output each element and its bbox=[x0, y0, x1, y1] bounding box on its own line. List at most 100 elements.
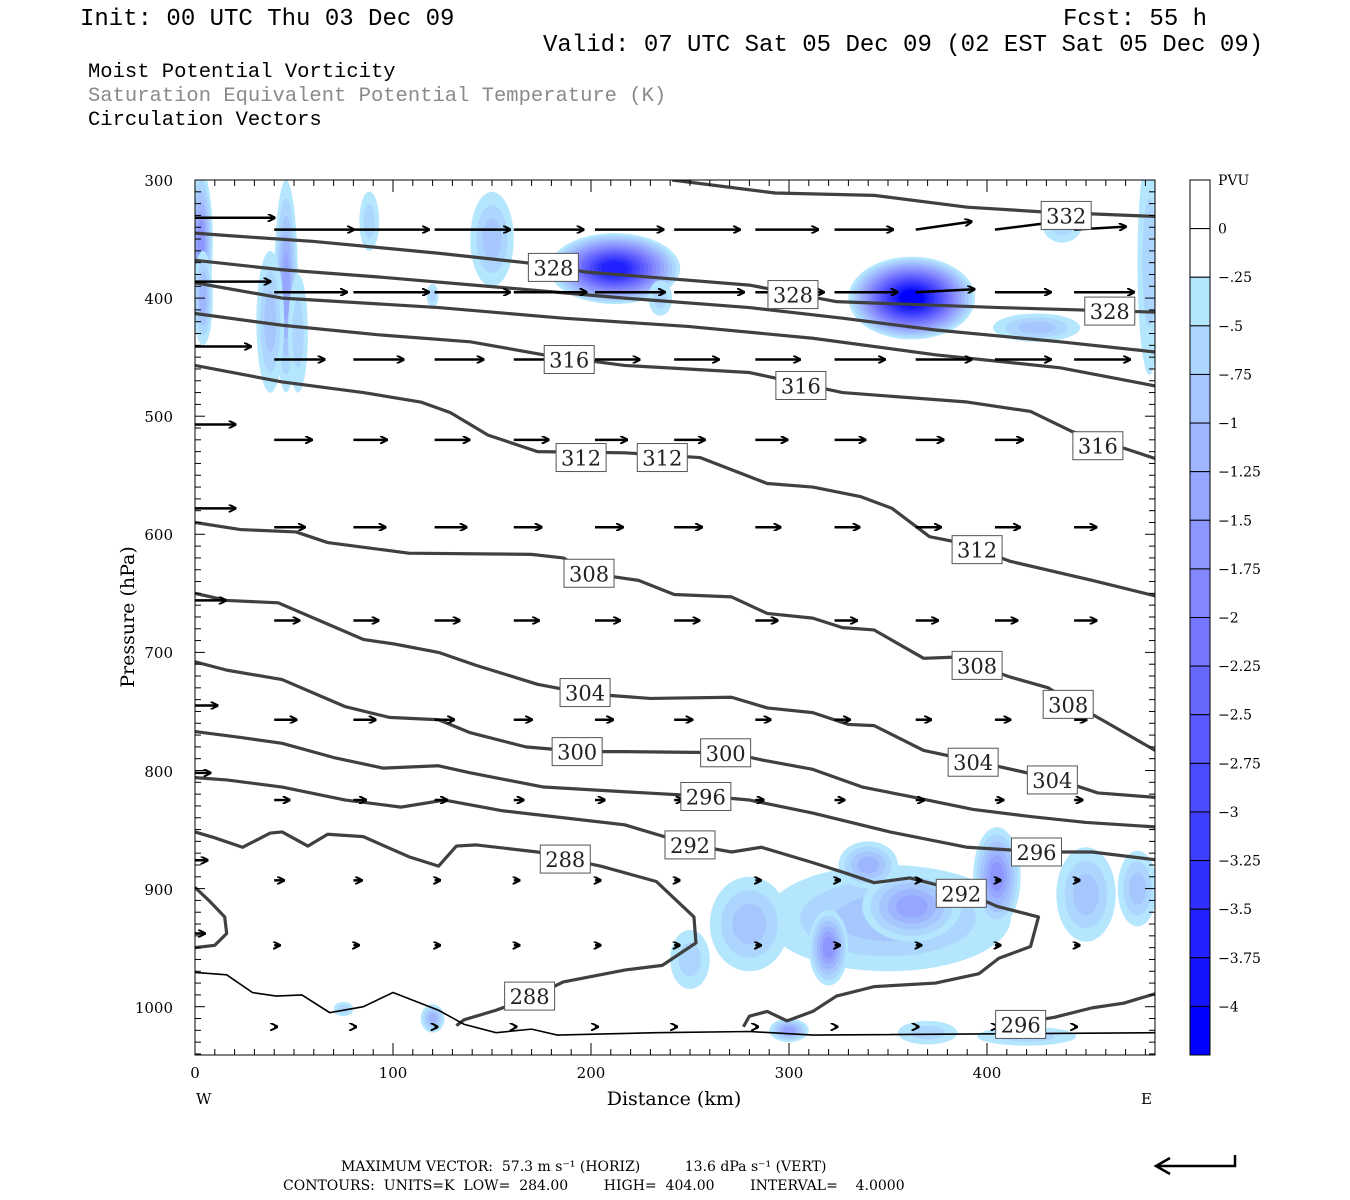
colorbar-bin bbox=[1189, 325, 1211, 375]
contour-label: 316 bbox=[549, 349, 589, 373]
pv-shade-region bbox=[857, 856, 879, 874]
contour-label-box bbox=[1026, 765, 1078, 795]
contour-label-box bbox=[1042, 689, 1094, 719]
contour-info: CONTOURS: UNITS=K LOW= 284.00 HIGH= 404.… bbox=[283, 1178, 905, 1194]
contour-label: 328 bbox=[1090, 300, 1130, 324]
contour-label: 304 bbox=[1032, 769, 1072, 793]
contour-label: 304 bbox=[953, 751, 993, 775]
contour-label: 312 bbox=[561, 447, 601, 471]
y-tick-label: 300 bbox=[144, 172, 173, 190]
pv-shade-region bbox=[428, 1013, 437, 1024]
plot-frame bbox=[194, 179, 1156, 1056]
pv-shade-region bbox=[363, 204, 375, 239]
contour-label: 332 bbox=[1046, 204, 1086, 228]
theta-es-contours bbox=[195, 180, 1155, 1029]
y-tick-label: 700 bbox=[144, 644, 173, 662]
colorbar-bin bbox=[1189, 762, 1211, 813]
contour-label-box bbox=[700, 738, 752, 768]
contour-label: 296 bbox=[686, 785, 726, 809]
contour-label-box bbox=[563, 558, 615, 588]
contour-label: 312 bbox=[642, 447, 682, 471]
contour-label-box bbox=[527, 252, 579, 282]
max-vector-note: MAXIMUM VECTOR: 57.3 m s⁻¹ (HORIZ) 13.6 … bbox=[341, 1159, 826, 1175]
colorbar-bin bbox=[1189, 617, 1211, 667]
axis-ticks bbox=[194, 179, 1155, 1055]
circulation-vectors bbox=[195, 218, 1134, 1027]
contour-line-300 bbox=[195, 660, 1155, 829]
colorbar-label: −2 bbox=[1218, 611, 1239, 627]
pv-shade-region bbox=[264, 291, 277, 353]
valid-time: Valid: 07 UTC Sat 05 Dec 09 (02 EST Sat … bbox=[543, 32, 1263, 59]
contour-label: 308 bbox=[569, 562, 609, 586]
contour-line-324 bbox=[195, 258, 1155, 354]
contour-label-box bbox=[551, 737, 603, 767]
field-title-theta-es: Saturation Equivalent Potential Temperat… bbox=[88, 85, 666, 108]
colorbar-label: −4 bbox=[1218, 999, 1239, 1015]
colorbar-label: −1.5 bbox=[1218, 513, 1252, 529]
contour-label: 288 bbox=[545, 848, 585, 872]
contour-label-box bbox=[504, 981, 556, 1011]
y-tick-label: 1000 bbox=[135, 999, 173, 1017]
contour-label-box bbox=[951, 650, 1003, 680]
colorbar-label: −1 bbox=[1218, 416, 1239, 432]
colorbar-bin bbox=[1189, 422, 1211, 473]
contour-label: 288 bbox=[510, 985, 550, 1009]
colorbar: 0 −.25 −.5 −.75 −1 −1.25 −1.5 −1.75 −2 −2.25 −2.5 −… bbox=[1189, 179, 1261, 1056]
contour-label-box bbox=[1072, 431, 1124, 461]
x-tick-label: 300 bbox=[775, 1064, 804, 1082]
colorbar-label: −2.25 bbox=[1218, 659, 1261, 675]
y-tick-label: 900 bbox=[144, 881, 173, 899]
colorbar-bin bbox=[1189, 373, 1211, 424]
contour-label: 296 bbox=[1016, 841, 1056, 865]
colorbar-bin bbox=[1189, 714, 1211, 764]
colorbar-bin bbox=[1189, 228, 1211, 278]
forecast-hour: Fcst: 55 h bbox=[1063, 6, 1207, 33]
contour-label-box bbox=[995, 1009, 1047, 1039]
contour-label: 292 bbox=[941, 882, 981, 906]
y-tick-label: 800 bbox=[144, 763, 173, 781]
y-tick-label: 500 bbox=[144, 408, 173, 426]
colorbar-label: −3.25 bbox=[1218, 854, 1261, 870]
colorbar-label: −3 bbox=[1218, 805, 1239, 821]
circulation-vector bbox=[915, 222, 972, 231]
plot-area: 332 328 328 328 316 316 316 312 312 312 308 308 308 3… bbox=[195, 180, 1155, 1046]
x-tick-labels: 0 100 200 300 400 bbox=[190, 1064, 1001, 1082]
pv-shade-region bbox=[782, 1026, 796, 1035]
terrain-line bbox=[195, 971, 1155, 1036]
contour-line-316 bbox=[195, 311, 1155, 461]
pv-shade-region bbox=[482, 218, 502, 260]
y-tick-label: 400 bbox=[144, 290, 173, 308]
x-tick-label: 200 bbox=[577, 1064, 606, 1082]
colorbar-label: −2.75 bbox=[1218, 756, 1261, 772]
colorbar-label: −3.75 bbox=[1218, 951, 1261, 967]
contour-labels: 332 328 328 328 316 316 316 312 312 312 308 308 308 3… bbox=[504, 200, 1136, 1039]
contour-label: 328 bbox=[773, 284, 813, 308]
contour-label-box bbox=[636, 443, 688, 473]
colorbar-bin bbox=[1189, 568, 1211, 619]
pv-shade-region bbox=[1142, 198, 1155, 328]
colorbar-label: −2.5 bbox=[1218, 708, 1252, 724]
contour-label: 308 bbox=[957, 654, 997, 678]
contour-label-box bbox=[947, 747, 999, 777]
contour-label-box bbox=[680, 781, 732, 811]
x-tick-label: 100 bbox=[379, 1064, 408, 1082]
pv-shade-region bbox=[732, 903, 767, 945]
contour-label-box bbox=[775, 370, 827, 400]
contour-line-304 bbox=[195, 591, 1155, 799]
y-axis-label: Pressure (hPa) bbox=[117, 546, 139, 688]
colorbar-label: −1.25 bbox=[1218, 465, 1261, 481]
contour-line-308 bbox=[195, 520, 1155, 753]
contour-label: 300 bbox=[706, 742, 746, 766]
field-title-vectors: Circulation Vectors bbox=[88, 109, 322, 132]
contour-label: 304 bbox=[565, 682, 605, 706]
contour-label: 328 bbox=[533, 256, 573, 280]
colorbar-bin bbox=[1189, 276, 1211, 327]
pv-shade-region bbox=[1017, 321, 1056, 334]
pv-shade-region bbox=[910, 1025, 945, 1040]
contour-label: 316 bbox=[781, 374, 821, 398]
colorbar-bin bbox=[1189, 519, 1211, 570]
contour-label-box bbox=[935, 878, 987, 908]
contour-label: 308 bbox=[1048, 693, 1088, 717]
east-label: E bbox=[1141, 1090, 1152, 1108]
